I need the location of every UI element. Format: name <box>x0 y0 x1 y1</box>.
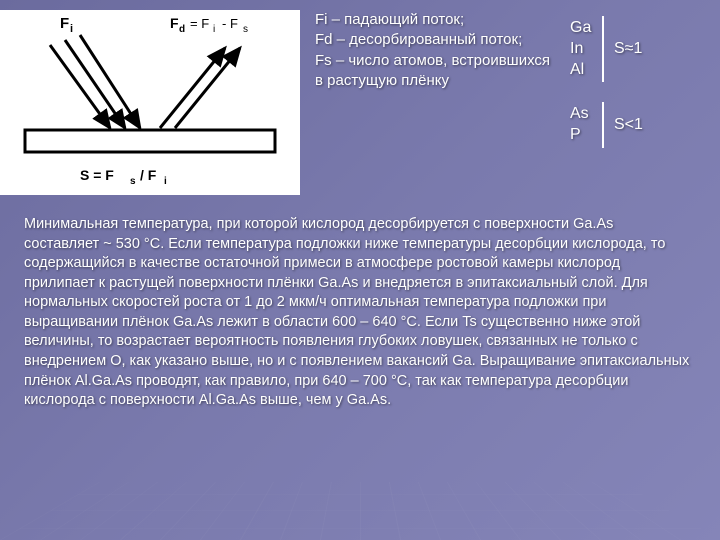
elem-in: In <box>570 39 596 60</box>
body-paragraph: Минимальная температура, при которой кис… <box>0 195 720 411</box>
svg-text:= F: = F <box>190 16 209 31</box>
elem-as: As <box>570 104 596 125</box>
svg-text:- F: - F <box>222 16 238 31</box>
flux-diagram: F i F d = F i - F s S = F s / F i <box>0 10 300 195</box>
legend-fd: Fd – десорбированный поток; <box>315 30 560 50</box>
svg-text:S = F: S = F <box>80 167 114 183</box>
sticking-table: Ga In Al S≈1 As P S<1 <box>570 10 700 168</box>
legend-fs: Fs – число атомов, встроившихся в растущ… <box>315 51 560 92</box>
svg-text:i: i <box>164 176 167 187</box>
svg-text:s: s <box>130 176 136 187</box>
svg-text:d: d <box>179 24 185 35</box>
elem-p: P <box>570 125 596 146</box>
legend-text: Fi – падающий поток; Fd – десорбированны… <box>300 10 570 91</box>
s-approx-1: S≈1 <box>604 40 642 58</box>
svg-text:/ F: / F <box>140 167 157 183</box>
svg-text:F: F <box>60 15 69 32</box>
legend-fi: Fi – падающий поток; <box>315 10 560 30</box>
svg-text:s: s <box>243 24 248 35</box>
elem-ga: Ga <box>570 18 596 39</box>
svg-text:i: i <box>70 23 73 35</box>
svg-text:i: i <box>213 24 215 35</box>
elem-al: Al <box>570 60 596 81</box>
s-lt-1: S<1 <box>604 116 643 134</box>
svg-text:F: F <box>170 15 179 31</box>
